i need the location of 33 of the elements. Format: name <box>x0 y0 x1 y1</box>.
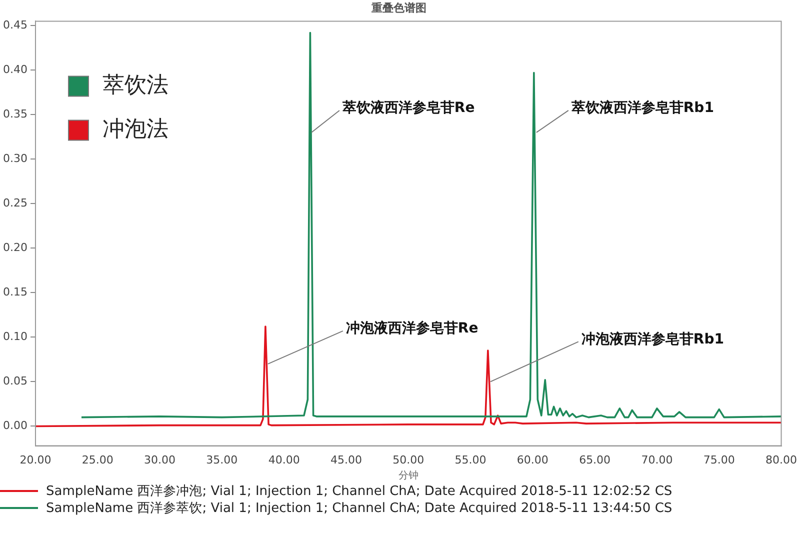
x-tick-label: 35.00 <box>206 453 238 466</box>
x-tick-label: 25.00 <box>82 453 114 466</box>
y-tick-label: 0.45 <box>2 18 28 32</box>
chart-title: 重叠色谱图 <box>370 1 426 14</box>
annotation: 萃饮液西洋参皂苷Rb1 <box>570 99 714 116</box>
text: SampleName 西洋参萃饮; Vial 1; Injection 1; Channel ChA; Date Acquired 2018-5-11 13:44:50 CS <box>46 500 672 516</box>
y-tick-label: 0.15 <box>2 286 28 299</box>
x-tick-label: 65.00 <box>579 453 611 466</box>
annotation: 冲泡液西洋参皂苷Re <box>346 320 478 337</box>
x-tick-label: 20.00 <box>20 453 52 466</box>
x-axis-title: 分钟 <box>398 470 418 482</box>
x-tick-label: 70.00 <box>641 453 673 466</box>
x-tick-label: 50.00 <box>392 453 424 466</box>
x-tick-label: 45.00 <box>330 453 362 466</box>
y-tick-label: 0.35 <box>2 108 28 121</box>
y-tick-label: 0.05 <box>2 374 28 388</box>
legend-label: 冲泡法 <box>102 116 168 142</box>
legend-label: 萃饮法 <box>102 72 168 98</box>
y-tick-label: 0.30 <box>2 152 28 166</box>
x-tick-label: 80.00 <box>766 453 798 466</box>
y-tick-label: 0.20 <box>2 241 28 254</box>
y-tick-label: 0.10 <box>2 330 28 344</box>
y-tick-label: 0.25 <box>2 196 28 210</box>
text: SampleName 西洋参冲泡; Vial 1; Injection 1; Channel ChA; Date Acquired 2018-5-11 12:02:52 CS <box>46 482 672 500</box>
x-tick-label: 75.00 <box>703 453 735 466</box>
x-tick-label: 40.00 <box>268 453 300 466</box>
annotation: 萃饮液西洋参皂苷Re <box>341 99 475 116</box>
x-tick-label: 60.00 <box>516 453 548 466</box>
x-tick-label: 55.00 <box>454 453 486 466</box>
y-tick-label: 0.40 <box>2 63 28 76</box>
y-tick-label: 0.00 <box>2 419 28 432</box>
x-tick-label: 30.00 <box>144 453 176 466</box>
annotation: 冲泡液西洋参皂苷Rb1 <box>581 330 724 348</box>
